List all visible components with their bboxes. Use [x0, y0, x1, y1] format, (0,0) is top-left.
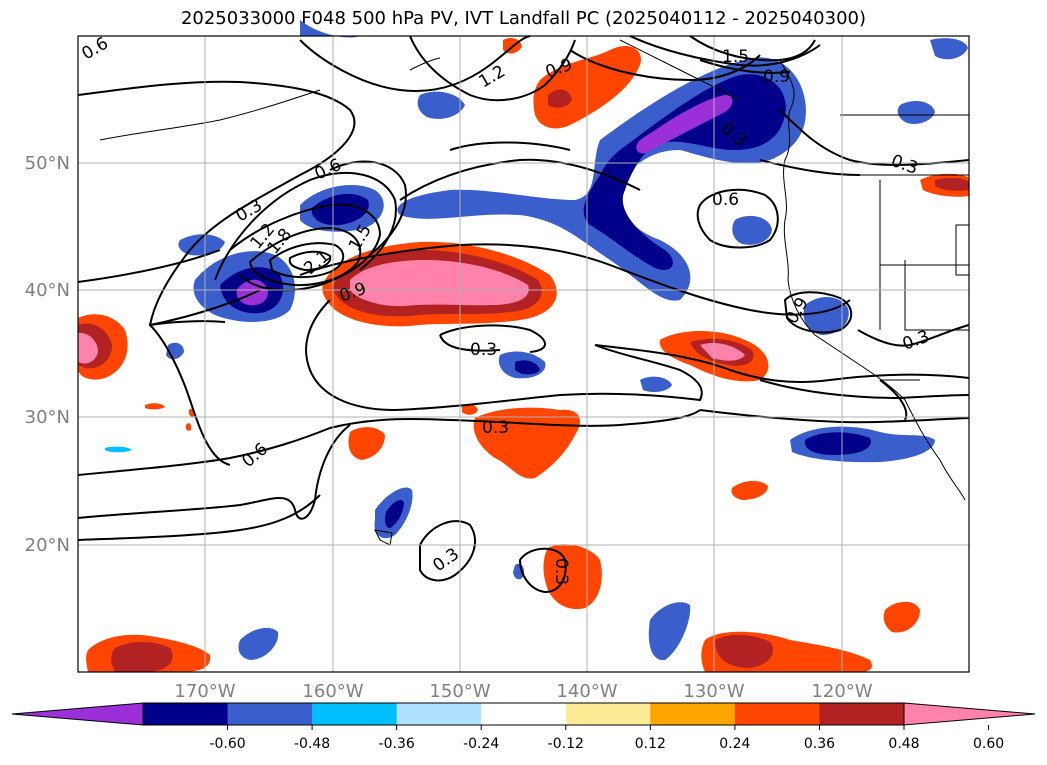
contour-label: 0.6: [712, 190, 739, 210]
colorbar-extend-right: [903, 702, 1036, 726]
colorbar: -0.60 -0.48 -0.36 -0.24 -0.12 0.12 0.24 0.36 0.4…: [11, 702, 1036, 752]
colorbar-tick-label: -0.60: [209, 736, 245, 752]
colorbar-tick-label: -0.24: [463, 736, 499, 752]
contour-label: 0.3: [551, 558, 571, 585]
lon-label-130w: 130°W: [683, 681, 744, 702]
map-title: 2025033000 F048 500 hPa PV, IVT Landfall…: [180, 8, 867, 29]
colorbar-tick-label: 0.36: [804, 736, 835, 752]
ivt-shading: [78, 20, 969, 672]
colorbar-segment: [227, 703, 313, 725]
colorbar-tick-label: -0.36: [379, 736, 415, 752]
colorbar-tick-label: -0.48: [294, 736, 330, 752]
colorbar-segment: [734, 703, 820, 725]
colorbar-tick-label: 0.48: [888, 736, 919, 752]
coastlines: [99, 39, 970, 546]
colorbar-segment: [481, 703, 567, 725]
negative-anomaly-patches: [105, 20, 968, 661]
lon-label-120w: 120°W: [811, 681, 872, 702]
lon-labels: 170°W 160°W 150°W 140°W 130°W 120°W: [174, 681, 872, 702]
colorbar-segment: [396, 703, 482, 725]
lon-label-140w: 140°W: [556, 681, 617, 702]
map-grid: [78, 36, 969, 672]
contour-label: 1.5: [722, 47, 749, 67]
contour-label: 0.9: [763, 67, 790, 87]
map-frame: [77, 35, 970, 673]
colorbar-segment: [143, 703, 229, 725]
colorbar-segment: [565, 703, 651, 725]
colorbar-extend-left: [11, 702, 144, 726]
colorbar-segment: [650, 703, 736, 725]
lat-label-50n: 50°N: [25, 153, 70, 174]
lat-label-30n: 30°N: [25, 407, 70, 428]
contour-label: 0.3: [470, 340, 497, 360]
lon-label-170w: 170°W: [174, 681, 235, 702]
positive-anomaly-patches: [78, 38, 969, 672]
colorbar-segment: [312, 703, 398, 725]
colorbar-tick-label: 0.60: [973, 736, 1004, 752]
colorbar-tick-label: 0.24: [719, 736, 750, 752]
colorbar-tick-label: -0.12: [548, 736, 584, 752]
lon-label-160w: 160°W: [302, 681, 363, 702]
lat-label-40n: 40°N: [25, 280, 70, 301]
lon-label-150w: 150°W: [429, 681, 490, 702]
colorbar-tick-label: 0.12: [635, 736, 666, 752]
contour-label: 0.3: [482, 418, 509, 438]
lat-label-20n: 20°N: [25, 535, 70, 556]
lat-labels: 50°N 40°N 30°N 20°N: [25, 153, 70, 556]
colorbar-segment: [819, 703, 905, 725]
